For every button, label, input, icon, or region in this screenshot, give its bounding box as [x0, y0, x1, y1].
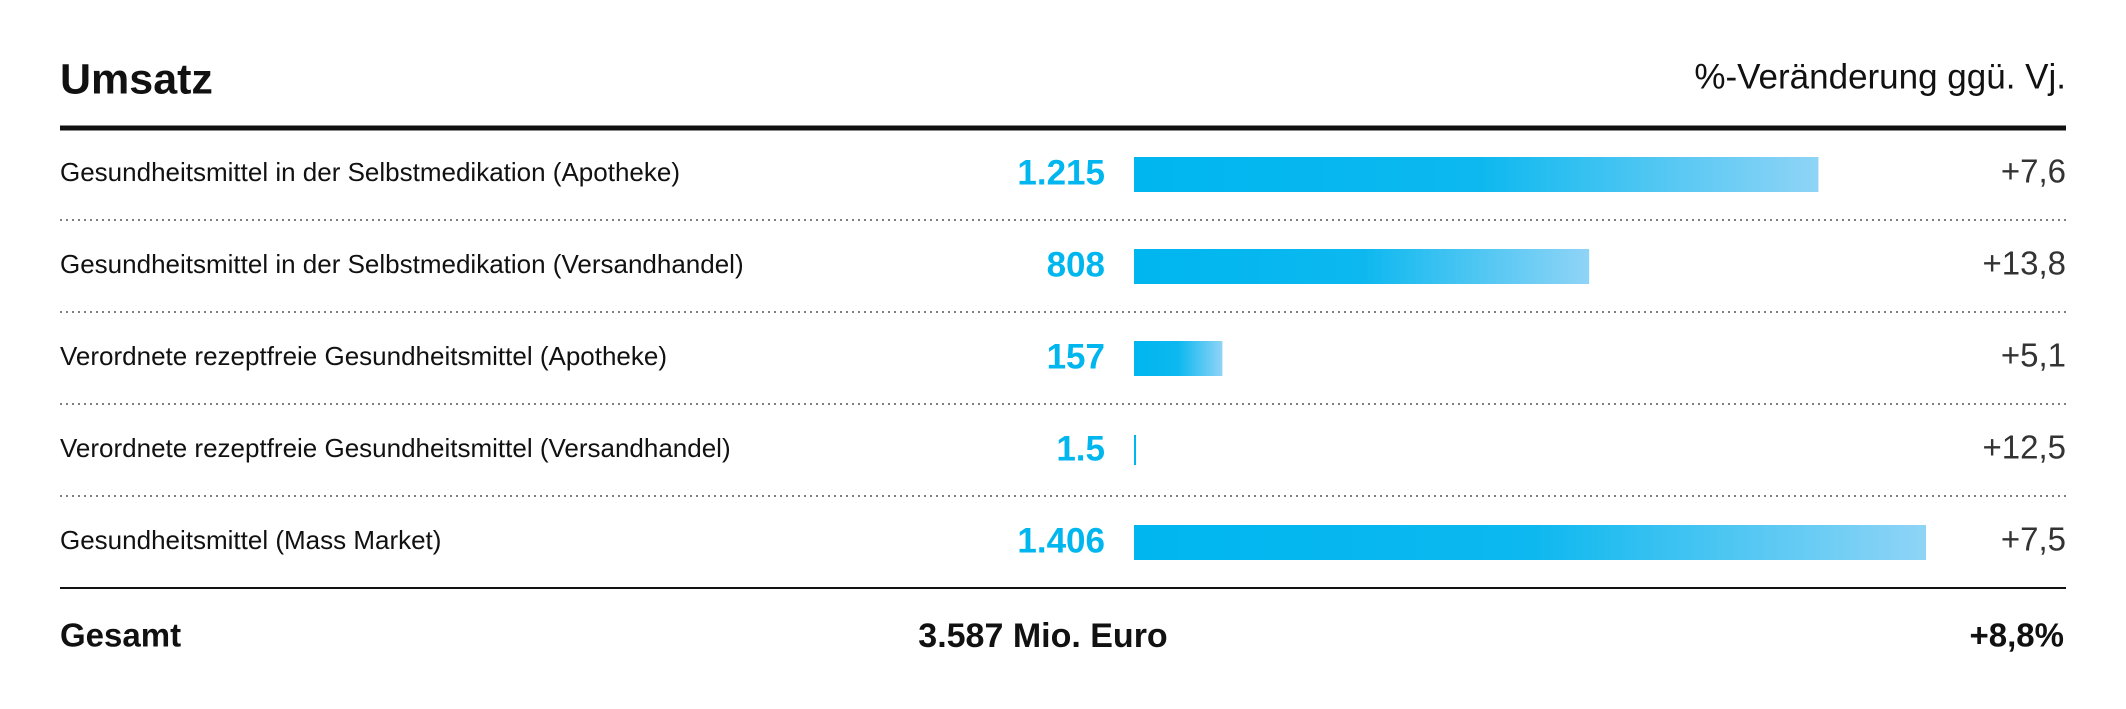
row-label: Verordnete rezeptfreie Gesundheitsmittel… — [60, 433, 731, 463]
row-label: Gesundheitsmittel in der Selbstmedikatio… — [60, 249, 744, 279]
value-label: 1.215 — [1017, 153, 1105, 192]
bar — [1134, 341, 1223, 376]
bar — [1134, 435, 1136, 465]
total-value: 3.587 Mio. Euro — [918, 617, 1167, 655]
value-label: 1.406 — [1017, 521, 1105, 560]
bar — [1134, 249, 1590, 284]
change-label: +13,8 — [1983, 245, 2067, 282]
total-label: Gesamt — [60, 617, 181, 654]
change-label: +7,6 — [2001, 153, 2066, 190]
row-label: Gesundheitsmittel in der Selbstmedikatio… — [60, 157, 680, 187]
row-label: Gesundheitsmittel (Mass Market) — [60, 525, 441, 555]
total-change: +8,8% — [1970, 617, 2065, 654]
change-label: +7,5 — [2001, 521, 2066, 558]
chart-title: Umsatz — [60, 55, 213, 103]
value-label: 808 — [1047, 245, 1105, 284]
change-label: +5,1 — [2001, 337, 2066, 374]
subtitle: %-Veränderung ggü. Vj. — [1694, 57, 2066, 96]
value-label: 1.5 — [1056, 429, 1105, 468]
bar — [1134, 525, 1926, 560]
value-label: 157 — [1047, 337, 1105, 376]
row-label: Verordnete rezeptfreie Gesundheitsmittel… — [60, 341, 667, 371]
bar — [1134, 157, 1819, 192]
change-label: +12,5 — [1983, 429, 2067, 466]
